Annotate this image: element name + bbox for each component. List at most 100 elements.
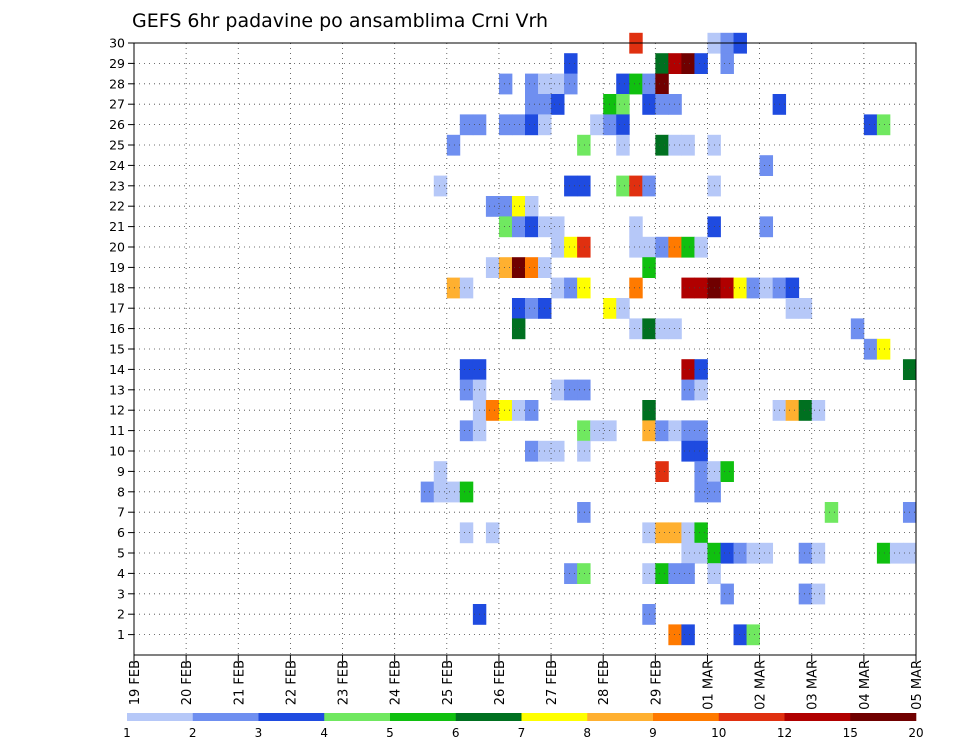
heatmap-cell [525, 257, 539, 278]
heatmap-cell [694, 53, 708, 74]
x-tick-label: 03 MAR [806, 660, 821, 710]
heatmap-cell [655, 563, 669, 584]
heatmap-cell [459, 359, 474, 380]
heatmap-cell [459, 114, 474, 136]
heatmap-cell [694, 522, 708, 544]
heatmap-cell [759, 155, 774, 176]
heatmap-cell [616, 175, 630, 197]
legend-label: 8 [583, 726, 591, 740]
legend-swatch [455, 713, 522, 721]
legend-swatch [521, 713, 588, 721]
legend-label: 15 [843, 726, 858, 740]
heatmap-cell [433, 175, 448, 197]
heatmap-cell [551, 216, 565, 238]
heatmap-cell [798, 298, 813, 319]
heatmap-cell [655, 236, 669, 258]
heatmap-cell [694, 359, 708, 380]
heatmap-cell [668, 522, 682, 544]
heatmap-cell [681, 563, 695, 584]
heatmap-cell [694, 236, 708, 258]
heatmap-cell [694, 461, 708, 482]
y-tick-label: 25 [109, 138, 125, 153]
legend-label: 6 [452, 726, 460, 740]
heatmap-cell [668, 318, 682, 340]
heatmap-cell [798, 542, 813, 564]
heatmap-cell [655, 420, 669, 442]
y-tick-labels: 1234567891011121314151617181920212223242… [109, 36, 134, 642]
legend-label: 10 [711, 726, 726, 740]
y-tick-label: 6 [117, 525, 125, 540]
heatmap-cell [564, 73, 578, 95]
x-tick-label: 05 MAR [910, 660, 925, 710]
y-tick-label: 26 [109, 117, 125, 132]
heatmap-cell [551, 236, 565, 258]
heatmap-cell [420, 481, 435, 503]
heatmap-cell [564, 379, 578, 401]
heatmap-cell [850, 318, 865, 340]
heatmap-cell [433, 481, 448, 503]
y-tick-label: 15 [109, 342, 125, 357]
x-tick-label: 02 MAR [754, 660, 769, 710]
heatmap-cell [668, 563, 682, 584]
heatmap-cell [459, 522, 474, 544]
heatmap-cell [459, 481, 474, 503]
heatmap-cell [498, 216, 513, 238]
x-tick-label: 25 FEB [441, 660, 456, 705]
heatmap-cell [511, 196, 526, 217]
x-tick-label: 19 FEB [128, 660, 143, 705]
y-tick-label: 8 [117, 484, 125, 499]
heatmap-cell [655, 94, 669, 115]
y-tick-label: 3 [117, 586, 125, 601]
heatmap-cell [485, 400, 500, 421]
y-tick-label: 17 [109, 301, 125, 316]
heatmap-cell [498, 73, 513, 95]
y-tick-label: 14 [109, 362, 125, 377]
heatmap-cell [446, 481, 461, 503]
heatmap-cell [681, 542, 695, 564]
heatmap-cell [498, 196, 513, 217]
y-tick-label: 13 [109, 382, 125, 397]
x-tick-label: 24 FEB [389, 660, 404, 705]
heatmap-cell [785, 298, 800, 319]
heatmap-cell [577, 175, 591, 197]
heatmap-cell [616, 94, 630, 115]
legend-swatch [784, 713, 851, 721]
legend-label: 1 [123, 726, 131, 740]
legend-swatch [324, 713, 391, 721]
y-tick-label: 10 [109, 444, 125, 459]
x-tick-label: 27 FEB [545, 660, 560, 705]
legend-label: 9 [649, 726, 657, 740]
y-tick-label: 30 [109, 36, 125, 51]
heatmap-cell [616, 73, 630, 95]
heatmap-cell [485, 257, 500, 278]
heatmap-cell [629, 277, 643, 299]
heatmap-cell [694, 277, 708, 299]
heatmap-cell [577, 563, 591, 584]
chart-title: GEFS 6hr padavine po ansamblima Crni Vrh [132, 10, 548, 32]
heatmap-cell [616, 298, 630, 319]
heatmap-cell [551, 440, 565, 462]
heatmap-cell [681, 420, 695, 442]
heatmap-cell [876, 542, 891, 564]
heatmap-cell [746, 624, 760, 646]
heatmap-cell [720, 277, 734, 299]
heatmap-cell [655, 53, 669, 74]
x-tick-label: 01 MAR [701, 660, 716, 710]
heatmap-cell [525, 94, 539, 115]
heatmap-cell [577, 502, 591, 523]
heatmap-cell [511, 400, 526, 421]
grid-lines [134, 43, 916, 655]
heatmap-cell [876, 114, 891, 136]
heatmap-cell [720, 583, 734, 605]
heatmap-cell [668, 420, 682, 442]
heatmap-cell [551, 277, 565, 299]
x-tick-label: 21 FEB [232, 660, 247, 705]
heatmap-cell [525, 400, 539, 421]
legend-label: 2 [189, 726, 197, 740]
legend-swatch [587, 713, 654, 721]
legend-swatch [127, 713, 194, 721]
heatmap-cell [720, 53, 734, 74]
heatmap-cell [759, 216, 774, 238]
heatmap-cell [733, 542, 747, 564]
heatmap-cell [694, 481, 708, 503]
